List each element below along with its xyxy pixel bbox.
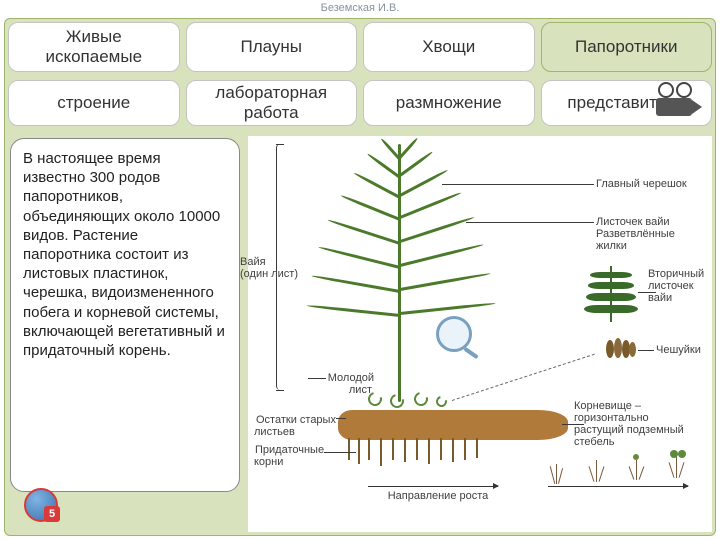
label-scales: Чешуйки xyxy=(656,344,701,356)
label-growth-direction: Направление роста xyxy=(368,490,508,502)
leaflet-detail xyxy=(584,266,640,326)
tab-ferns[interactable]: Папоротники xyxy=(541,22,713,72)
growth-arrow xyxy=(368,486,498,487)
tab-lab-work[interactable]: лабораторная работа xyxy=(186,80,358,126)
tab-horsetails[interactable]: Хвощи xyxy=(363,22,535,72)
tab-label: Плауны xyxy=(240,37,302,57)
tab-label: размножение xyxy=(396,93,502,113)
tab-reproduction[interactable]: размножение xyxy=(363,80,535,126)
video-icon[interactable] xyxy=(654,82,702,116)
label-leaflet: Листочек вайи xyxy=(596,216,670,228)
label-frond: Вайя (один лист) xyxy=(240,256,302,280)
tab-label: Папоротники xyxy=(575,37,677,57)
tabs-row-sections: строение лабораторная работа размножение… xyxy=(8,80,712,126)
tab-label: лабораторная работа xyxy=(215,83,327,124)
sprout xyxy=(548,462,564,484)
globe-badge-icon[interactable] xyxy=(24,488,58,522)
description-text: В настоящее время известно 300 родов пап… xyxy=(23,150,225,359)
tab-living-fossils[interactable]: Живые ископаемые xyxy=(8,22,180,72)
author-credit: Беземская И.В. xyxy=(0,2,720,14)
label-young-leaf: Молодой лист xyxy=(298,372,374,396)
tabs-row-categories: Живые ископаемые Плауны Хвощи Папоротник… xyxy=(8,22,712,72)
label-main-petiole: Главный черешок xyxy=(596,178,687,190)
label-adventitious-roots: Придаточные корни xyxy=(254,444,334,468)
label-secondary-leaflet: Вторичный листочек вайи xyxy=(648,268,708,304)
label-old-leaves: Остатки старых листьев xyxy=(254,414,346,438)
label-branching-veins: Разветвлённые жилки xyxy=(596,228,675,252)
tab-lycopods[interactable]: Плауны xyxy=(186,22,358,72)
scales-detail xyxy=(604,336,638,362)
label-rhizome: Корневище – горизонтально растущий подзе… xyxy=(574,400,714,448)
tab-label: строение xyxy=(57,93,130,113)
tab-structure[interactable]: строение xyxy=(8,80,180,126)
tab-label: Хвощи xyxy=(422,37,475,57)
fern-stem xyxy=(398,144,401,402)
magnifier-icon xyxy=(436,316,472,352)
content-area: В настоящее время известно 300 родов пап… xyxy=(8,136,712,532)
tab-label: Живые ископаемые xyxy=(45,27,142,68)
description-panel: В настоящее время известно 300 родов пап… xyxy=(10,138,240,492)
sprout-arrow xyxy=(548,486,688,487)
fern-diagram: Вайя (один лист) Молодой лист xyxy=(248,136,712,532)
rhizome xyxy=(338,410,568,440)
